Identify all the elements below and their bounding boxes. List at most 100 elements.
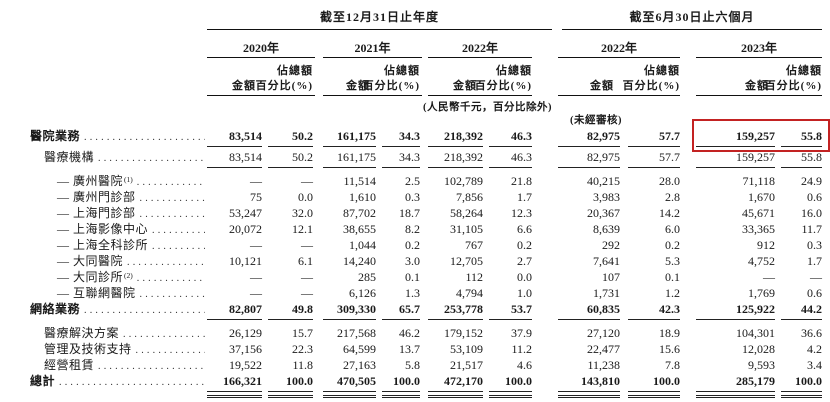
- percentage-cell: 0.3: [405, 190, 420, 204]
- amount-cell: 253,778: [428, 302, 483, 320]
- dot-leader: [136, 345, 205, 356]
- double-rule-segment: [382, 395, 420, 398]
- amount-cell: 107: [602, 270, 620, 284]
- amount-cell: 20,367: [587, 206, 620, 220]
- table-row: — 大同醫院 10,121 6.1 14,240 3.0 12,705 2.7 7,641 5.…: [30, 252, 822, 268]
- percentage-cell: 0.0: [517, 270, 532, 284]
- dot-leader: [140, 193, 205, 204]
- amount-cell: 4,752: [748, 254, 775, 268]
- amount-cell: 309,330: [323, 302, 376, 320]
- table-row: 醫院業務 83,514 50.2 161,175 34.3 218,392 46.3 82,9…: [30, 127, 822, 148]
- dot-leader: [123, 329, 205, 340]
- percentage-cell: 0.2: [665, 238, 680, 252]
- col-header-pct-top: 佔總額: [786, 65, 822, 77]
- percentage-cell: 7.8: [665, 358, 680, 372]
- percentage-cell: 6.1: [298, 254, 313, 268]
- table-row: 醫療機構 83,514 50.2 161,175 34.3 218,392 46.3 82,9…: [30, 148, 822, 169]
- amount-cell: 31,105: [450, 222, 483, 236]
- row-label-cell: 總計: [30, 372, 207, 389]
- percentage-cell: 100.0: [781, 374, 822, 392]
- percentage-cell: 49.8: [268, 302, 313, 320]
- dot-leader: [84, 305, 205, 316]
- rule-colhead-2023: [696, 95, 822, 96]
- percentage-cell: 16.0: [801, 206, 822, 220]
- amount-cell: 285,179: [696, 374, 775, 392]
- percentage-cell: 6.6: [517, 222, 532, 236]
- amount-cell: 11,514: [343, 174, 376, 188]
- col-header-pct: 百分比(%): [764, 80, 822, 92]
- year-header-2023: 2023年: [740, 41, 777, 55]
- amount-cell: 112: [465, 270, 483, 284]
- amount-cell: 292: [602, 238, 620, 252]
- amount-cell: 7,641: [593, 254, 620, 268]
- percentage-cell: 3.0: [405, 254, 420, 268]
- table-row: — 互聯網醫院 — — 6,126 1.3 4,794 1.0 1,731 1.2 1,769 0.…: [30, 284, 822, 300]
- amount-cell: —: [250, 174, 262, 188]
- amount-cell: 7,856: [456, 190, 483, 204]
- percentage-cell: 4.6: [517, 358, 532, 372]
- amount-cell: 1,044: [349, 238, 376, 252]
- year-header-2022-interim: 2022年: [600, 41, 637, 55]
- amount-cell: 12,705: [450, 254, 483, 268]
- percentage-cell: —: [301, 270, 313, 284]
- amount-cell: 218,392: [428, 150, 483, 168]
- percentage-cell: 57.7: [628, 129, 680, 147]
- amount-cell: 60,835: [558, 302, 620, 320]
- period-header-annual: 截至12月31日止年度: [319, 10, 439, 24]
- amount-cell: 64,599: [343, 342, 376, 356]
- percentage-cell: 0.3: [807, 238, 822, 252]
- row-label-cell: 管理及技術支持: [30, 340, 207, 357]
- percentage-cell: 36.6: [801, 326, 822, 340]
- amount-cell: 125,922: [696, 302, 775, 320]
- percentage-cell: 46.3: [489, 129, 532, 147]
- total-double-rule: [30, 395, 822, 402]
- percentage-cell: 1.7: [517, 190, 532, 204]
- col-header-pct-top: 佔總額: [644, 65, 680, 77]
- amount-cell: 470,505: [323, 374, 376, 392]
- double-rule-segment: [268, 395, 313, 398]
- dot-leader: [127, 257, 205, 268]
- amount-cell: 87,702: [343, 206, 376, 220]
- amount-cell: 218,392: [428, 129, 483, 147]
- col-header-pct: 百分比(%): [622, 80, 680, 92]
- rule-colhead-2020: [207, 95, 315, 96]
- percentage-cell: 11.2: [511, 342, 532, 356]
- table-row: 網絡業務 82,807 49.8 309,330 65.7 253,778 53.7 60,8…: [30, 300, 822, 321]
- dot-leader: [140, 289, 205, 300]
- amount-cell: —: [250, 238, 262, 252]
- col-header-pct: 百分比(%): [474, 80, 532, 92]
- table-row: — 上海全科診所 — — 1,044 0.2 767 0.2 292 0.2 912 0.3: [30, 236, 822, 252]
- double-rule-segment: [696, 395, 775, 398]
- rule-colhead-2022-interim: [558, 95, 680, 96]
- double-rule-segment: [628, 395, 680, 398]
- footnote-marker: (1): [124, 175, 133, 184]
- percentage-cell: 50.2: [268, 150, 313, 168]
- percentage-cell: —: [301, 286, 313, 300]
- percentage-cell: 0.2: [517, 238, 532, 252]
- double-rule-segment: [428, 395, 483, 398]
- amount-cell: 1,769: [748, 286, 775, 300]
- amount-cell: 82,975: [558, 150, 620, 168]
- rule-year-2023: [696, 57, 822, 58]
- percentage-cell: 22.3: [292, 342, 313, 356]
- currency-note: (人民幣千元，百分比除外): [423, 102, 552, 113]
- percentage-cell: 8.2: [405, 222, 420, 236]
- row-label: 網絡業務: [30, 302, 81, 316]
- amount-cell: —: [250, 270, 262, 284]
- amount-cell: 1,670: [748, 190, 775, 204]
- percentage-cell: 55.8: [781, 150, 822, 168]
- percentage-cell: —: [810, 270, 822, 284]
- percentage-cell: 46.3: [489, 150, 532, 168]
- percentage-cell: 1.3: [405, 286, 420, 300]
- row-label: 經營租賃: [44, 358, 95, 372]
- percentage-cell: 12.3: [511, 206, 532, 220]
- amount-cell: 161,175: [323, 150, 376, 168]
- row-label: 管理及技術支持: [44, 342, 132, 356]
- dot-leader: [84, 132, 205, 143]
- amount-cell: 22,477: [587, 342, 620, 356]
- rule-year-2022: [428, 57, 532, 58]
- double-rule-segment: [207, 395, 262, 398]
- percentage-cell: 0.0: [298, 190, 313, 204]
- amount-cell: 83,514: [207, 129, 262, 147]
- amount-cell: 11,238: [587, 358, 620, 372]
